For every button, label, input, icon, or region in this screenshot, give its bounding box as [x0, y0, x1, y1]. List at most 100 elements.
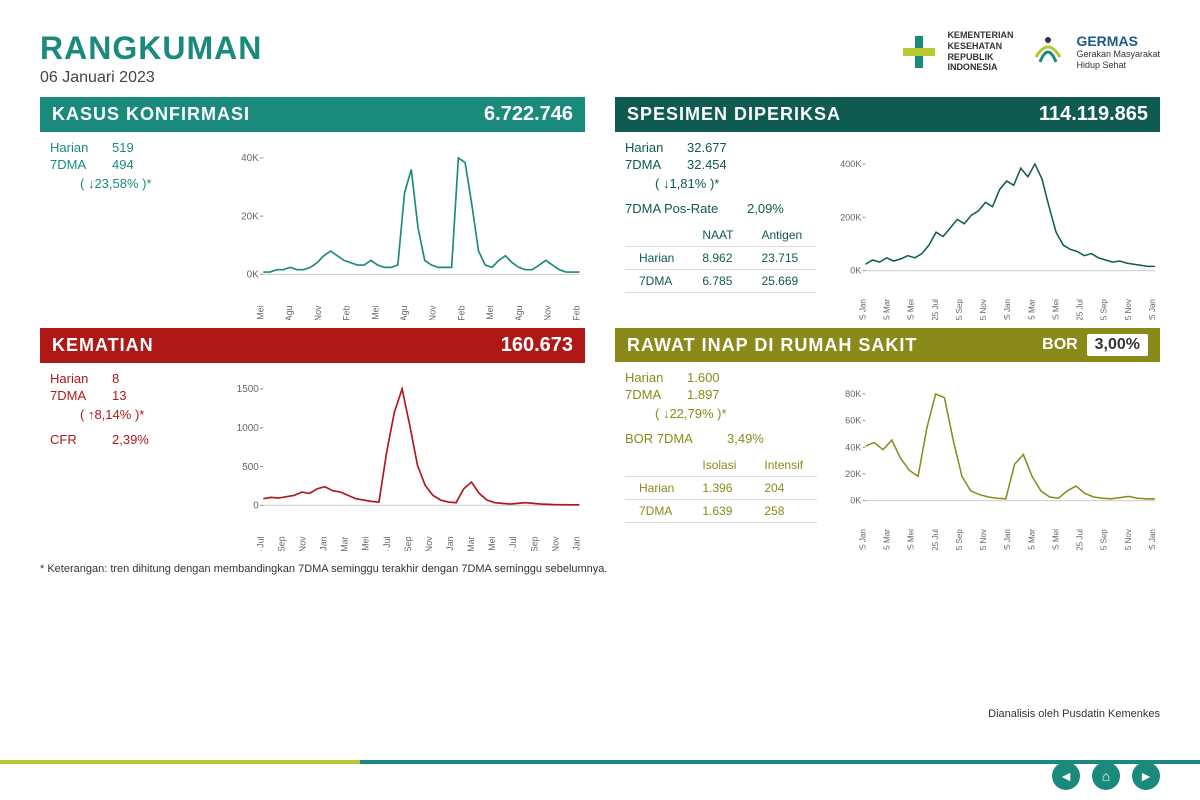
- svg-text:200K: 200K: [840, 212, 861, 222]
- date: 06 Januari 2023: [40, 69, 262, 87]
- svg-text:25 Sep: 25 Sep: [1100, 529, 1109, 550]
- svg-text:25 Feb: 25 Feb: [571, 305, 581, 320]
- kematian-harian: 8: [112, 371, 119, 386]
- kasus-harian: 519: [112, 140, 134, 155]
- panel-spesimen: SPESIMEN DIPERIKSA 114.119.865 Harian 32.…: [615, 97, 1160, 320]
- kematian-dma: 13: [112, 388, 126, 403]
- svg-text:0K: 0K: [850, 496, 861, 506]
- svg-text:25 Nov: 25 Nov: [979, 298, 988, 320]
- svg-text:25 Feb: 25 Feb: [456, 305, 466, 320]
- spesimen-dma-label: 7DMA: [625, 157, 675, 172]
- svg-text:1500: 1500: [237, 384, 260, 395]
- nav-next[interactable]: ►: [1132, 762, 1160, 790]
- svg-text:400K: 400K: [840, 159, 861, 169]
- rawat-table: IsolasiIntensifHarian1.3962047DMA1.63925…: [625, 454, 835, 523]
- svg-text:25 Jul: 25 Jul: [382, 536, 392, 551]
- svg-text:25 Mei: 25 Mei: [487, 536, 497, 551]
- svg-text:25 Nov: 25 Nov: [979, 528, 988, 550]
- panel-kematian-header: KEMATIAN 160.673: [40, 328, 585, 363]
- svg-text:25 Mar: 25 Mar: [1027, 299, 1036, 320]
- svg-text:25 Sep: 25 Sep: [1100, 299, 1109, 320]
- svg-text:25 Jan: 25 Jan: [319, 536, 329, 551]
- svg-text:1000: 1000: [237, 423, 260, 434]
- spesimen-harian-label: Harian: [625, 140, 675, 155]
- germas-logo: GERMAS Gerakan Masyarakat Hidup Sehat: [1028, 32, 1160, 72]
- footer-note: * Keterangan: tren dihitung dengan memba…: [40, 563, 1160, 575]
- svg-text:40K: 40K: [845, 442, 861, 452]
- spesimen-delta: ( ↓1,81% )*: [655, 176, 835, 191]
- svg-text:25 Jan: 25 Jan: [858, 299, 867, 320]
- kasus-dma: 494: [112, 157, 134, 172]
- svg-text:25 Mar: 25 Mar: [883, 529, 892, 550]
- svg-text:25 Jul: 25 Jul: [1076, 299, 1085, 320]
- germas-title: GERMAS: [1076, 33, 1160, 49]
- nav-prev[interactable]: ◄: [1052, 762, 1080, 790]
- svg-text:25 Jul: 25 Jul: [1076, 529, 1085, 550]
- germas-sub: Gerakan Masyarakat Hidup Sehat: [1076, 49, 1160, 71]
- kematian-cfr-label: CFR: [50, 432, 100, 447]
- kematian-dma-label: 7DMA: [50, 388, 100, 403]
- spesimen-table: NAATAntigenHarian8.96223.7157DMA6.78525.…: [625, 224, 835, 293]
- panel-spesimen-header: SPESIMEN DIPERIKSA 114.119.865: [615, 97, 1160, 132]
- svg-text:25 Jul: 25 Jul: [931, 529, 940, 550]
- rawat-harian-label: Harian: [625, 370, 675, 385]
- svg-text:25 Mei: 25 Mei: [370, 305, 380, 320]
- svg-text:25 Nov: 25 Nov: [543, 305, 553, 320]
- bottom-bar: [0, 760, 1200, 800]
- spesimen-harian: 32.677: [687, 140, 727, 155]
- svg-text:500: 500: [242, 462, 259, 473]
- rawat-delta: ( ↓22,79% )*: [655, 406, 835, 421]
- svg-text:25 Jan: 25 Jan: [445, 536, 455, 551]
- panel-rawat-header: RAWAT INAP DI RUMAH SAKIT BOR 3,00%: [615, 328, 1160, 362]
- svg-text:25 Sep: 25 Sep: [403, 536, 413, 551]
- nav-icons: ◄ ⌂ ►: [1052, 762, 1160, 790]
- footer-right: Dianalisis oleh Pusdatin Kemenkes: [988, 708, 1160, 720]
- kematian-total: 160.673: [501, 334, 573, 357]
- svg-text:25 Jan: 25 Jan: [1003, 299, 1012, 320]
- svg-text:25 Nov: 25 Nov: [424, 536, 434, 551]
- header: RANGKUMAN 06 Januari 2023 KEMENTERIAN KE…: [40, 30, 1160, 87]
- svg-text:25 Mei: 25 Mei: [361, 536, 371, 551]
- svg-text:25 Sep: 25 Sep: [955, 299, 964, 320]
- svg-text:25 Nov: 25 Nov: [1124, 298, 1133, 320]
- rawat-bor-label: BOR: [1042, 336, 1078, 353]
- kasus-total: 6.722.746: [484, 103, 573, 126]
- svg-text:25 Jan: 25 Jan: [1148, 299, 1157, 320]
- svg-text:25 Mar: 25 Mar: [1027, 529, 1036, 550]
- svg-text:25 Jul: 25 Jul: [508, 536, 518, 551]
- svg-text:25 Jul: 25 Jul: [255, 536, 265, 551]
- kemenkes-logo: KEMENTERIAN KESEHATAN REPUBLIK INDONESIA: [899, 30, 1013, 73]
- svg-text:25 Jan: 25 Jan: [1003, 529, 1012, 550]
- kasus-title: KASUS KONFIRMASI: [52, 104, 250, 125]
- rawat-dma: 1.897: [687, 387, 720, 402]
- svg-text:25 Mei: 25 Mei: [907, 299, 916, 320]
- svg-text:25 Nov: 25 Nov: [297, 536, 307, 551]
- panel-kematian: KEMATIAN 160.673 Harian8 7DMA13 ( ↑8,14%…: [40, 328, 585, 551]
- svg-text:25 Sep: 25 Sep: [955, 529, 964, 550]
- svg-text:25 Jan: 25 Jan: [571, 536, 581, 551]
- spesimen-dma: 32.454: [687, 157, 727, 172]
- nav-home[interactable]: ⌂: [1092, 762, 1120, 790]
- svg-text:25 Jan: 25 Jan: [858, 529, 867, 550]
- svg-text:25 Agu: 25 Agu: [399, 305, 409, 320]
- svg-text:60K: 60K: [845, 416, 861, 426]
- svg-text:25 Sep: 25 Sep: [276, 536, 286, 551]
- svg-text:0K: 0K: [850, 266, 861, 276]
- rawat-dma-label: 7DMA: [625, 387, 675, 402]
- svg-text:25 Mar: 25 Mar: [466, 536, 476, 551]
- spesimen-chart: 0K 200K 400K 25 Jan 25 Mar 25 Mei 25 Jul 25 Sep…: [835, 140, 1160, 320]
- svg-text:25 Mar: 25 Mar: [883, 299, 892, 320]
- kematian-chart: 05001000150025 Jul25 Sep25 Nov25 Jan25 M…: [230, 371, 585, 551]
- kasus-harian-label: Harian: [50, 140, 100, 155]
- spesimen-posrate: 2,09%: [747, 201, 784, 216]
- panel-rawat: RAWAT INAP DI RUMAH SAKIT BOR 3,00% Hari…: [615, 328, 1160, 551]
- kematian-cfr: 2,39%: [112, 432, 149, 447]
- svg-text:25 Mar: 25 Mar: [340, 536, 350, 551]
- rawat-chart: 0K20K40K60K80K25 Jan25 Mar25 Mei25 Jul25…: [835, 370, 1160, 550]
- svg-text:25 Nov: 25 Nov: [313, 305, 323, 320]
- rawat-bor: 3,00%: [1087, 334, 1148, 356]
- kematian-title: KEMATIAN: [52, 335, 154, 356]
- svg-text:20K: 20K: [241, 211, 259, 222]
- page-title: RANGKUMAN: [40, 30, 262, 67]
- kemenkes-text: KEMENTERIAN KESEHATAN REPUBLIK INDONESIA: [947, 30, 1013, 73]
